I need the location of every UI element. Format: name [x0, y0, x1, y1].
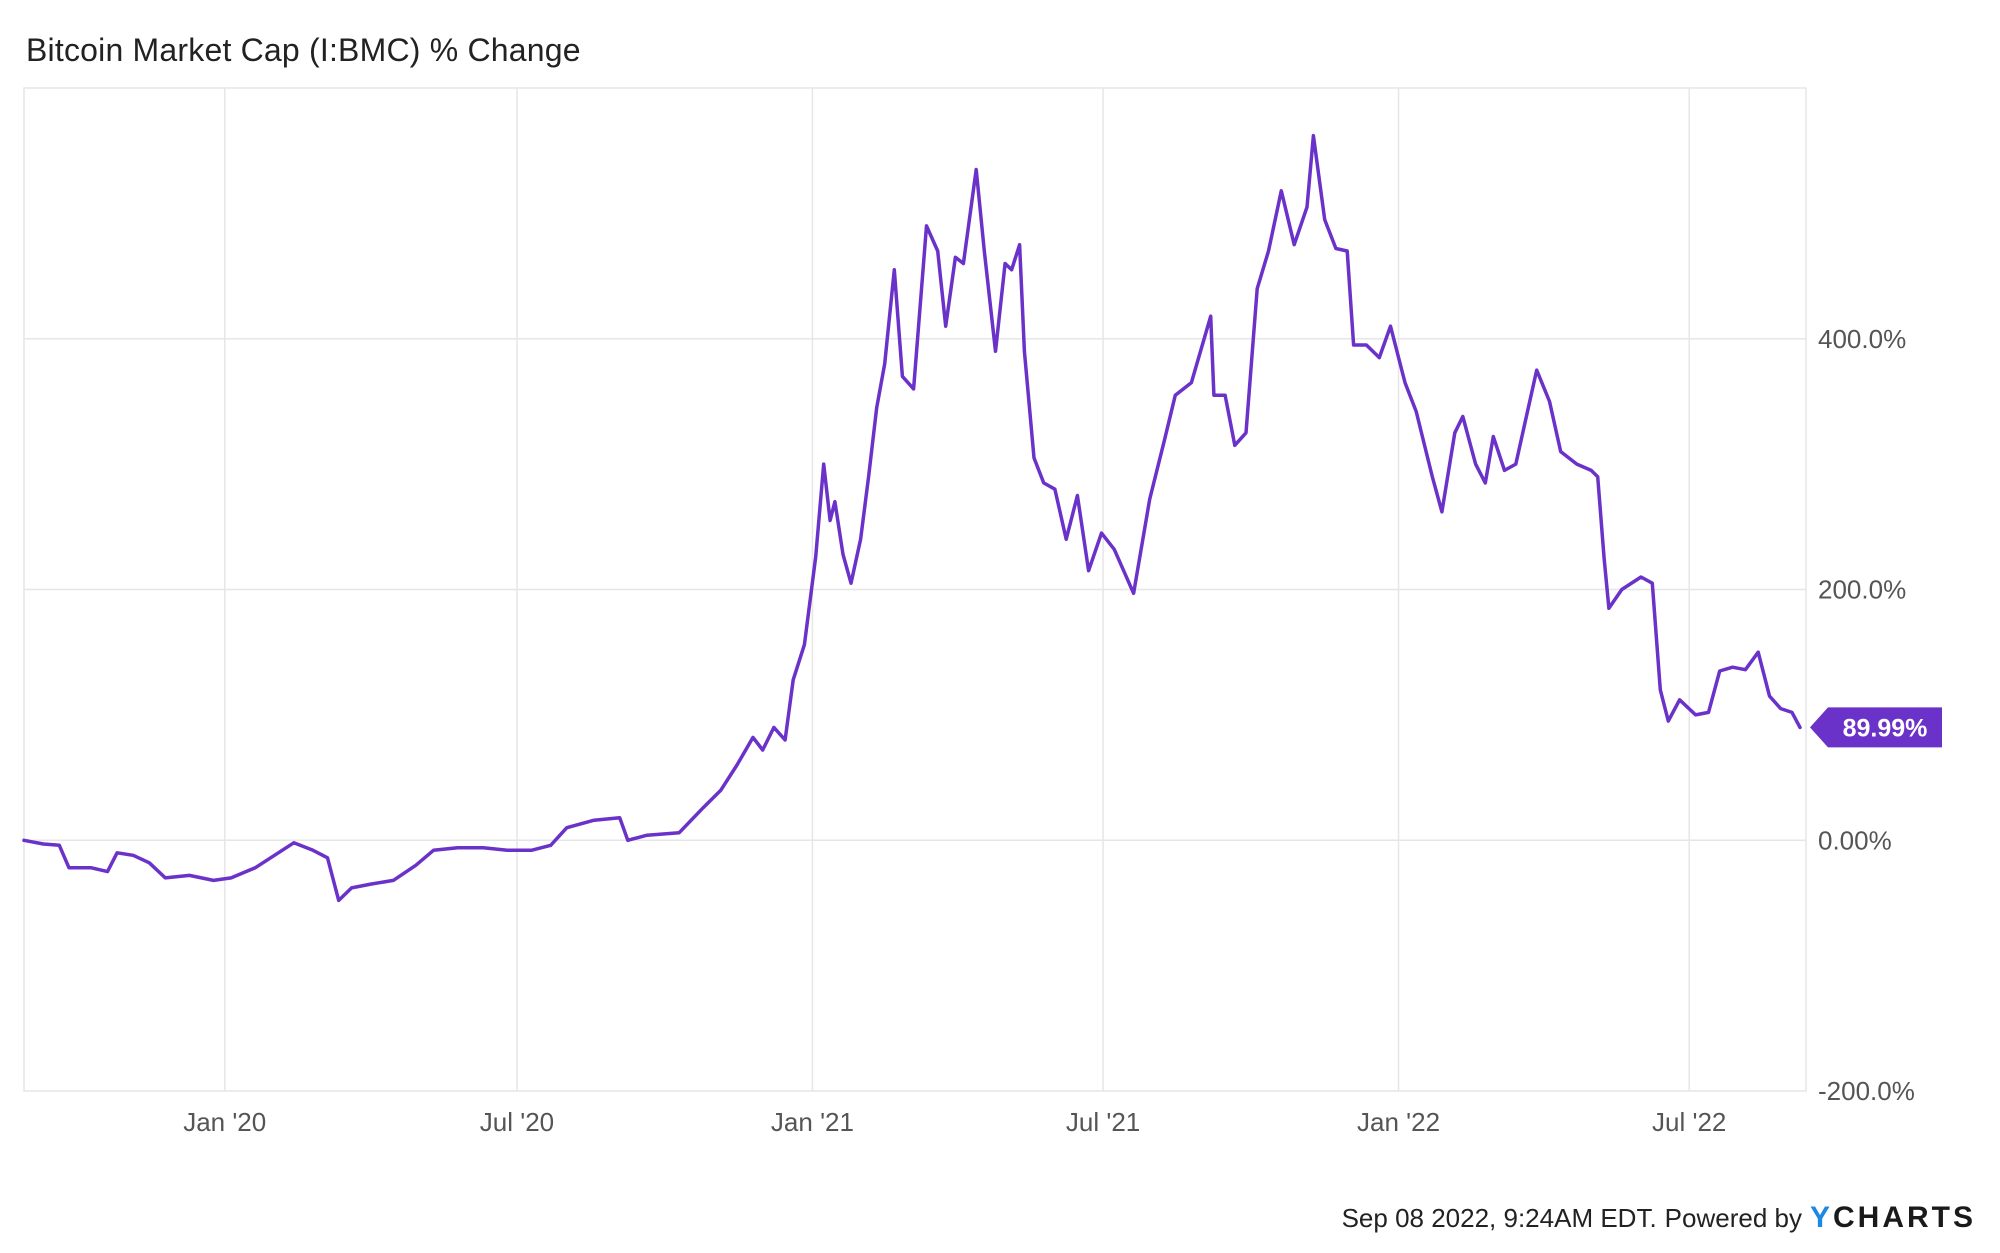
series-layer [22, 133, 1802, 903]
y-tick-label: 400.0% [1818, 324, 1906, 354]
y-tick-label: 0.00% [1818, 825, 1892, 855]
x-tick-label: Jul '20 [480, 1107, 554, 1137]
powered-by-text: Powered by [1664, 1203, 1802, 1233]
last-value-badge-shape [1810, 707, 1942, 748]
timestamp-text: Sep 08 2022, 9:24AM EDT. [1341, 1203, 1657, 1233]
y-tick-label: 200.0% [1818, 575, 1906, 605]
ycharts-logo-y: Y [1809, 1201, 1833, 1234]
footer: Sep 08 2022, 9:24AM EDT. Powered by YCHA… [1342, 1201, 1976, 1235]
y-axis: 400.0% 200.0% 0.00% -200.0% [1818, 324, 1915, 1106]
last-value-badge: 89.99% [1810, 707, 1942, 748]
ycharts-logo[interactable]: YCHARTS [1810, 1201, 1976, 1235]
x-tick-label: Jan '20 [183, 1107, 266, 1137]
x-axis: Jan '20 Jul '20 Jan '21 Jul '21 Jan '22 Jul '… [183, 1107, 1726, 1137]
series-line [22, 133, 1802, 903]
x-tick-label: Jan '21 [771, 1107, 854, 1137]
plot-border [23, 87, 1807, 1092]
x-tick-label: Jul '22 [1652, 1107, 1726, 1137]
grid-layer [24, 88, 1806, 1091]
last-value-label: 89.99% [1843, 714, 1928, 742]
x-tick-label: Jul '21 [1066, 1107, 1140, 1137]
y-tick-label: -200.0% [1818, 1076, 1915, 1106]
x-tick-label: Jan '22 [1357, 1107, 1440, 1137]
chart-title: Bitcoin Market Cap (I:BMC) % Change [26, 32, 581, 68]
ycharts-logo-text: CHARTS [1833, 1201, 1976, 1234]
